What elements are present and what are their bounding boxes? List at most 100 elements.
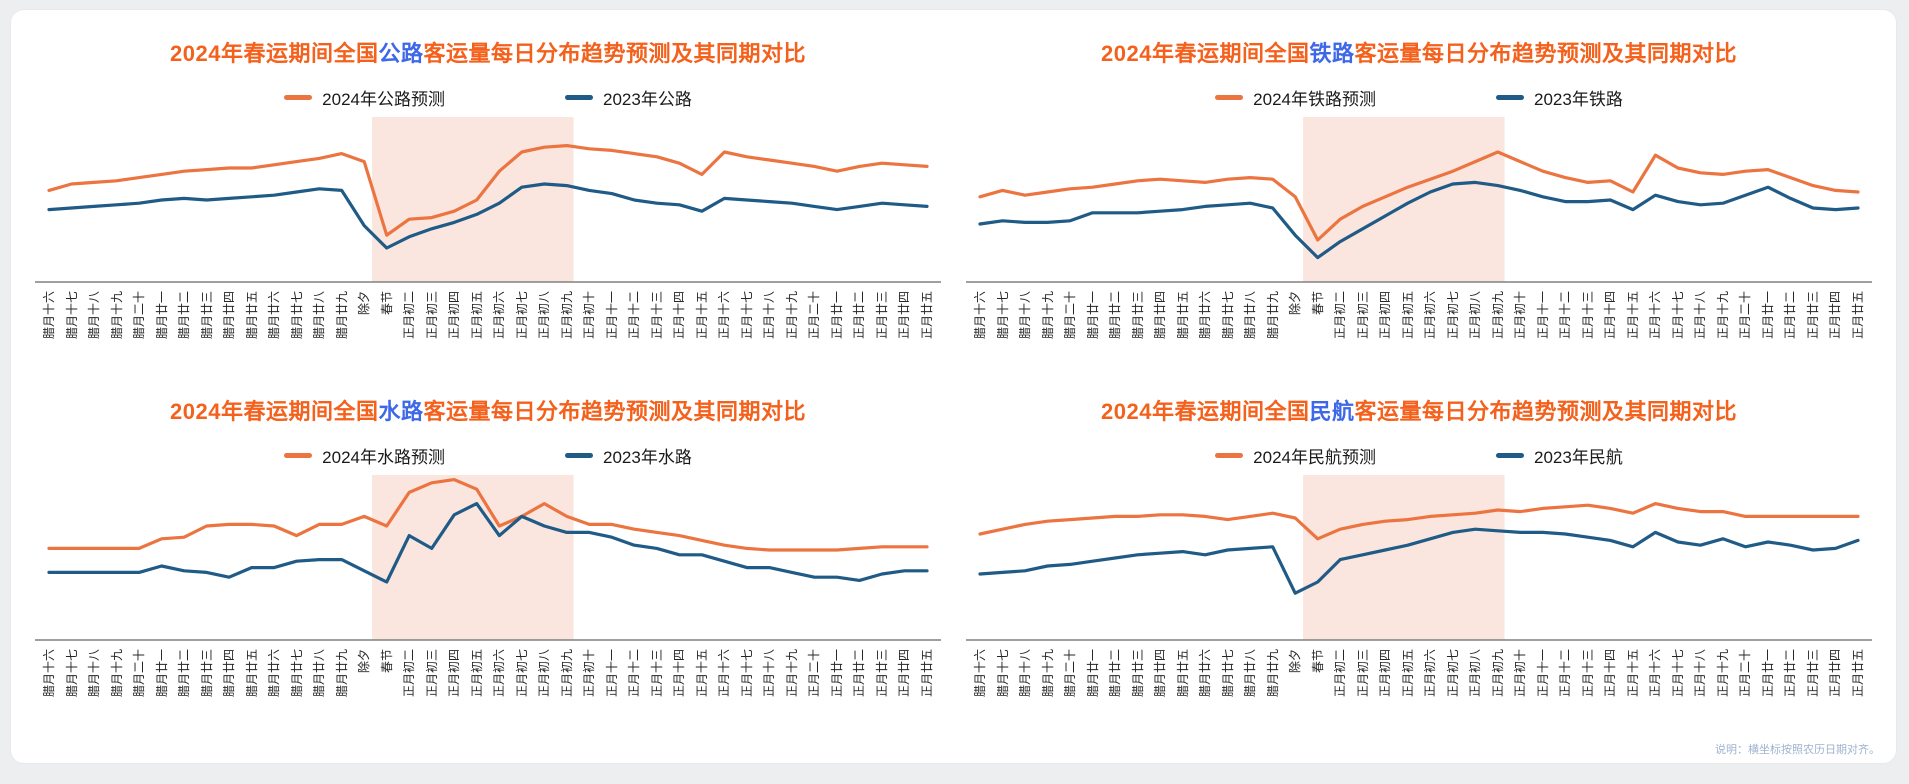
series-line-2023 [978, 527, 1860, 595]
x-tick-label: 腊月廿三 [1130, 291, 1145, 340]
x-tick-label: 正月初八 [1468, 649, 1483, 698]
x-tick-label: 正月初六 [1423, 291, 1438, 340]
holiday-band [1303, 475, 1505, 640]
chart-legend: 2024年铁路预测 2023年铁路 [964, 84, 1874, 110]
x-tick-label: 正月初十 [1513, 291, 1528, 340]
x-tick-label: 正月十六 [1648, 291, 1663, 340]
x-tick-label: 正月十三 [1580, 649, 1595, 698]
x-tick-label: 除夕 [357, 291, 372, 316]
x-tick-label: 正月廿五 [919, 291, 934, 340]
x-tick-label: 正月十二 [627, 291, 642, 340]
x-tick-label: 正月初四 [447, 291, 462, 340]
x-tick-label: 腊月廿三 [199, 649, 214, 698]
chart-title-prefix: 2024年春运期间全国 [1101, 41, 1310, 66]
x-tick-label: 正月二十 [807, 649, 822, 698]
x-tick-label: 春节 [1310, 291, 1325, 316]
x-tick-label: 腊月廿三 [1130, 649, 1145, 698]
chart-title-suffix: 客运量每日分布趋势预测及其同期对比 [1354, 41, 1737, 66]
x-tick-label: 腊月廿九 [1265, 649, 1280, 698]
chart-civil-aviation: 2024年春运期间全国民航客运量每日分布趋势预测及其同期对比 2024年民航预测… [964, 378, 1874, 718]
x-tick-label: 正月初九 [1490, 649, 1505, 698]
chart-title: 2024年春运期间全国公路客运量每日分布趋势预测及其同期对比 [33, 36, 943, 68]
x-tick-label: 腊月二十 [1063, 649, 1078, 698]
x-tick-label: 腊月廿九 [334, 649, 349, 698]
x-tick-label: 正月初七 [514, 291, 529, 340]
x-tick-label: 腊月廿五 [1175, 649, 1190, 698]
x-tick-label: 腊月十八 [87, 291, 102, 340]
legend-label: 2023年民航 [1534, 447, 1623, 467]
x-tick-label: 正月十七 [739, 291, 754, 340]
x-tick-label: 正月廿二 [1783, 291, 1798, 340]
chart-title-mode: 民航 [1309, 399, 1355, 424]
x-tick-label: 腊月二十 [132, 291, 147, 340]
x-tick-label: 腊月廿三 [199, 291, 214, 340]
x-tick-label: 腊月廿一 [154, 649, 169, 698]
x-tick-label: 腊月廿九 [1265, 291, 1280, 340]
chart-title-mode: 水路 [378, 399, 424, 424]
x-tick-label: 腊月廿八 [312, 291, 327, 340]
line-plot [35, 475, 941, 641]
x-tick-label: 正月初九 [559, 291, 574, 340]
x-tick-label: 腊月廿五 [244, 291, 259, 340]
chart-legend: 2024年公路预测 2023年公路 [33, 84, 943, 110]
x-tick-label: 正月初八 [537, 649, 552, 698]
footnote: 说明：横坐标按照农历日期对齐。 [1715, 744, 1880, 756]
legend-dash-icon [284, 94, 313, 100]
x-tick-label: 正月初三 [1355, 291, 1370, 340]
x-axis-labels: 腊月十六 腊月十七 腊月十八 腊月十九 腊月二十 腊月廿一 腊月廿二 腊月廿三 腊月廿四 腊月廿五… [964, 644, 1874, 718]
chart-title-prefix: 2024年春运期间全国 [170, 399, 379, 424]
chart-title-suffix: 客运量每日分布趋势预测及其同期对比 [423, 41, 806, 66]
x-tick-label: 正月初七 [1445, 291, 1460, 340]
x-tick-label: 腊月廿八 [1243, 649, 1258, 698]
x-tick-label: 正月十六 [717, 649, 732, 698]
legend-item-2024: 2024年民航预测 [1215, 443, 1376, 468]
x-tick-label: 正月初二 [402, 649, 417, 698]
x-tick-label: 正月十三 [649, 291, 664, 340]
x-axis-labels: 腊月十六 腊月十七 腊月十八 腊月十九 腊月二十 腊月廿一 腊月廿二 腊月廿三 腊月廿四 腊月廿五… [964, 286, 1874, 360]
legend-item-2023: 2023年水路 [565, 443, 692, 468]
legend-label: 2024年公路预测 [322, 89, 445, 109]
legend-label: 2024年铁路预测 [1253, 89, 1376, 109]
x-tick-label: 正月初四 [1378, 649, 1393, 698]
series-line-2024 [47, 477, 929, 552]
x-tick-label: 正月初六 [1423, 649, 1438, 698]
x-tick-label: 腊月廿二 [177, 291, 192, 340]
x-tick-label: 正月十四 [672, 649, 687, 698]
legend-label: 2023年铁路 [1534, 89, 1623, 109]
x-tick-label: 正月廿三 [874, 291, 889, 340]
x-tick-label: 正月初二 [402, 291, 417, 340]
dashboard-card: 2024年春运期间全国公路客运量每日分布趋势预测及其同期对比 2024年公路预测… [10, 9, 1897, 764]
x-tick-label: 正月廿一 [829, 649, 844, 698]
chart-title-prefix: 2024年春运期间全国 [170, 41, 379, 66]
legend-dash-icon [1496, 452, 1524, 458]
x-tick-label: 春节 [379, 649, 394, 674]
x-tick-label: 正月十二 [627, 649, 642, 698]
x-tick-label: 正月十九 [1715, 649, 1730, 698]
series-line-2024 [978, 150, 1860, 242]
holiday-band [372, 475, 574, 640]
x-tick-label: 正月廿五 [1850, 291, 1865, 340]
x-tick-label: 正月廿一 [829, 291, 844, 340]
x-tick-label: 正月十四 [672, 291, 687, 340]
x-tick-label: 腊月十七 [64, 649, 79, 698]
line-plot [35, 117, 941, 283]
x-tick-label: 正月十八 [1693, 291, 1708, 340]
x-tick-label: 腊月十九 [1040, 291, 1055, 340]
x-tick-label: 腊月廿八 [1243, 291, 1258, 340]
x-tick-label: 正月初七 [1445, 649, 1460, 698]
legend-label: 2023年水路 [603, 447, 692, 467]
x-tick-label: 正月十九 [784, 649, 799, 698]
legend-dash-icon [284, 452, 313, 458]
x-tick-label: 腊月廿二 [1108, 649, 1123, 698]
x-tick-label: 正月十八 [1693, 649, 1708, 698]
x-tick-label: 正月初八 [1468, 291, 1483, 340]
x-tick-label: 正月初二 [1333, 649, 1348, 698]
x-tick-label: 正月十八 [762, 291, 777, 340]
x-tick-label: 正月二十 [1738, 291, 1753, 340]
chart-title-mode: 铁路 [1309, 41, 1355, 66]
x-tick-label: 正月十一 [1535, 649, 1550, 698]
x-tick-label: 腊月廿一 [1085, 649, 1100, 698]
x-tick-label: 正月初六 [492, 649, 507, 698]
x-tick-label: 正月十五 [1625, 649, 1640, 698]
x-tick-label: 腊月廿七 [1220, 291, 1235, 340]
